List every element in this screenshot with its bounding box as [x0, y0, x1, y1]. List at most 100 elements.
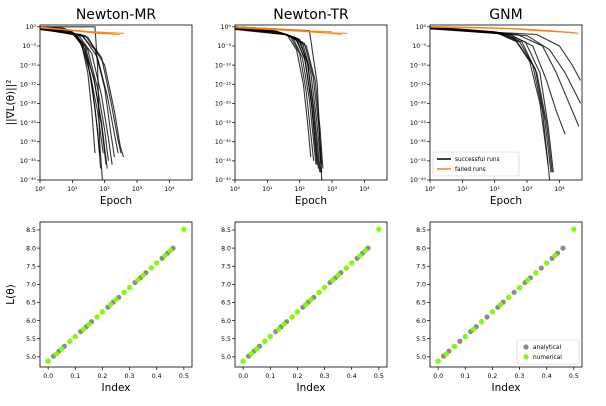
numerical-point: [516, 285, 523, 291]
numerical-point: [294, 309, 301, 315]
numerical-point: [140, 272, 146, 278]
x-tick-label: 0.4: [152, 373, 162, 380]
y-tick-label: 6.5: [416, 300, 426, 307]
successful-run-line: [235, 27, 321, 173]
axes-frame: [429, 221, 583, 368]
y-tick-label: 10⁻²⁰: [215, 101, 232, 108]
failed-run-line: [40, 26, 125, 34]
y-axis-label: L(θ): [5, 284, 17, 304]
failed-run-line: [430, 25, 579, 34]
plot-area: [435, 226, 577, 364]
numerical-point: [343, 265, 349, 271]
y-tick-label: 10⁻²⁰: [410, 101, 427, 108]
y-tick-label: 10⁻³⁰: [20, 139, 37, 146]
y-tick-label: 5.0: [416, 354, 426, 361]
x-axis-label: Index: [102, 382, 131, 394]
x-tick-label: 0.4: [347, 373, 357, 380]
x-tick-label: 10²: [100, 186, 111, 193]
legend-swatch: [523, 354, 529, 360]
successful-run-line: [430, 26, 552, 173]
numerical-point: [162, 253, 168, 259]
numerical-point: [262, 338, 268, 344]
numerical-point: [525, 277, 531, 283]
x-tick-label: 0.1: [460, 373, 470, 380]
y-tick-label: 5.0: [26, 354, 36, 361]
numerical-point: [289, 314, 295, 320]
y-tick-label: 10⁰: [416, 24, 427, 31]
numerical-point: [80, 326, 87, 332]
x-tick-label: 10⁰: [35, 186, 46, 193]
numerical-point: [240, 358, 246, 364]
y-tick-label: 8.0: [26, 245, 36, 252]
successful-run-line: [40, 28, 119, 154]
y-tick-label: 8.0: [416, 245, 426, 252]
panel-5: 0.0 0.1 0.2 0.3 0.4 0.5 5.0 5.5 6.0 6.5 7.0 7.5 8.0 8…: [221, 221, 388, 394]
x-axis-label: Index: [297, 382, 326, 394]
axes-frame: [39, 24, 193, 181]
panel-6: 0.0 0.1 0.2 0.3 0.4 0.5 5.0 5.5 6.0 6.5 7.0 7.5 8.0 8…: [416, 221, 583, 394]
numerical-point: [357, 253, 363, 259]
y-tick-label: 10⁻⁵: [22, 43, 36, 50]
numerical-point: [330, 277, 336, 283]
successful-run-line: [40, 27, 108, 169]
numerical-point: [443, 351, 449, 357]
y-tick-label: 10⁻²⁵: [20, 120, 37, 127]
y-tick-label: 6.5: [221, 300, 231, 307]
x-tick-label: 10⁴: [554, 186, 565, 193]
panel-title: Newton-TR: [273, 7, 349, 23]
x-tick-label: 10³: [522, 186, 533, 193]
panel-1: 10⁰ 10¹ 10² 10³ 10⁴ 10⁰ 10⁻⁵ 10⁻¹⁰ 10⁻¹⁵ 10⁻²⁰ 10⁻…: [5, 7, 193, 207]
numerical-point: [135, 277, 141, 283]
successful-run-line: [40, 26, 103, 180]
x-tick-label: 10¹: [457, 186, 468, 193]
y-tick-label: 8.5: [221, 227, 231, 234]
y-tick-label: 10⁻⁵: [217, 43, 231, 50]
y-tick-label: 5.5: [416, 336, 426, 343]
y-tick-label: 10⁻¹⁰: [20, 62, 37, 69]
successful-run-line: [40, 28, 113, 165]
numerical-point: [552, 253, 558, 259]
panel-title: GNM: [489, 7, 522, 23]
legend-box: [516, 339, 580, 365]
plot-area: [40, 26, 125, 180]
numerical-point: [316, 289, 322, 295]
numerical-point: [121, 289, 127, 295]
x-tick-label: 0.5: [569, 373, 579, 380]
numerical-point: [376, 226, 382, 232]
plot-area: [240, 226, 382, 364]
axes-frame: [429, 24, 583, 181]
analytical-point: [538, 265, 544, 271]
y-tick-label: 10⁻²⁰: [20, 101, 37, 108]
numerical-point: [281, 321, 287, 327]
y-tick-label: 10⁻³⁵: [20, 158, 37, 165]
x-tick-label: 10²: [295, 186, 306, 193]
numerical-point: [148, 265, 154, 271]
numerical-point: [94, 314, 100, 320]
x-tick-label: 0.5: [179, 373, 189, 380]
panel-2: 10⁰ 10¹ 10² 10³ 10⁴ 10⁰ 10⁻⁵ 10⁻¹⁰ 10⁻¹⁵ 10⁻²⁰ 10⁻…: [215, 7, 388, 207]
x-axis-label: Epoch: [295, 195, 327, 207]
analytical-point: [560, 245, 566, 251]
successful-run-line: [40, 28, 124, 158]
analytical-point: [511, 289, 517, 295]
y-tick-label: 7.0: [221, 282, 231, 289]
successful-run-line: [430, 28, 582, 104]
y-tick-label: 6.5: [26, 300, 36, 307]
numerical-point: [321, 285, 328, 291]
y-tick-label: 5.5: [26, 336, 36, 343]
y-tick-label: 10⁻²⁵: [410, 120, 427, 127]
numerical-point: [67, 338, 73, 344]
numerical-point: [497, 302, 504, 308]
y-tick-label: 7.5: [416, 263, 426, 270]
x-tick-label: 10⁴: [359, 186, 370, 193]
x-tick-label: 10⁰: [230, 186, 241, 193]
x-tick-label: 0.2: [98, 373, 108, 380]
numerical-point: [478, 319, 485, 325]
successful-run-line: [430, 27, 554, 173]
numerical-point: [308, 296, 314, 303]
y-tick-label: 10⁰: [221, 24, 232, 31]
numerical-point: [544, 260, 550, 266]
successful-run-line: [235, 28, 324, 169]
numerical-point: [254, 346, 260, 352]
